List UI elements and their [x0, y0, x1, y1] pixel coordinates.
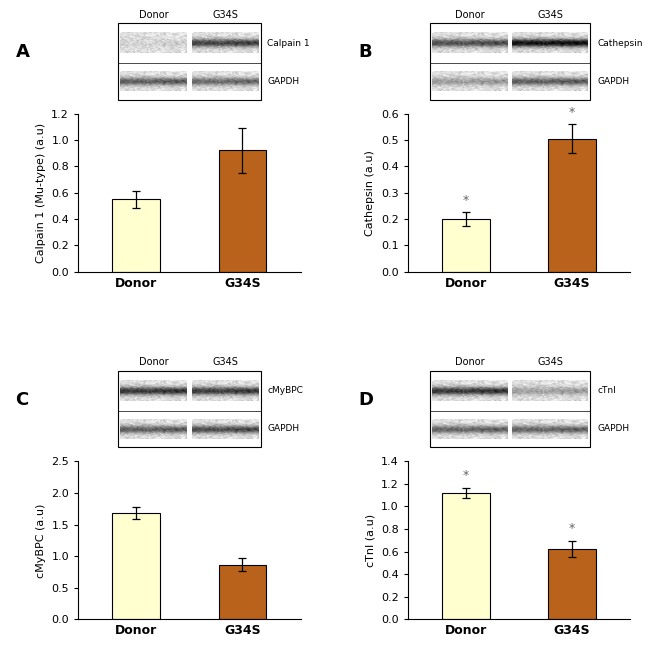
Text: A: A	[16, 43, 29, 61]
Y-axis label: cMyBPC (a.u): cMyBPC (a.u)	[36, 503, 46, 577]
Bar	[442, 219, 490, 272]
Bar	[442, 493, 490, 619]
Bar	[118, 371, 261, 447]
Text: Donor: Donor	[139, 357, 168, 368]
Text: GAPDH: GAPDH	[597, 424, 629, 434]
Bar	[549, 138, 596, 272]
Text: cTnI: cTnI	[597, 386, 616, 395]
Text: C: C	[16, 391, 29, 409]
Text: B: B	[359, 43, 372, 61]
Y-axis label: cTnI (a.u): cTnI (a.u)	[365, 514, 376, 567]
Text: GAPDH: GAPDH	[267, 424, 300, 434]
Text: G34S: G34S	[538, 357, 564, 368]
Text: Calpain 1: Calpain 1	[267, 38, 310, 47]
Text: *: *	[463, 194, 469, 207]
Text: G34S: G34S	[212, 10, 238, 20]
Bar	[549, 549, 596, 619]
Text: Donor: Donor	[455, 10, 485, 20]
Text: GAPDH: GAPDH	[597, 76, 629, 86]
Text: GAPDH: GAPDH	[267, 76, 300, 86]
Text: Donor: Donor	[139, 10, 168, 20]
Bar	[430, 371, 590, 447]
Text: D: D	[359, 391, 374, 409]
Text: cMyBPC: cMyBPC	[267, 386, 304, 395]
Y-axis label: Cathepsin (a.u): Cathepsin (a.u)	[365, 150, 376, 235]
Text: G34S: G34S	[538, 10, 564, 20]
Bar	[218, 565, 266, 619]
Text: Cathepsin: Cathepsin	[597, 38, 643, 47]
Bar	[218, 150, 266, 272]
Text: Donor: Donor	[455, 357, 485, 368]
Text: *: *	[569, 523, 575, 535]
Text: *: *	[463, 469, 469, 482]
Text: *: *	[569, 105, 575, 119]
Text: G34S: G34S	[212, 357, 238, 368]
Bar	[112, 199, 160, 272]
Bar	[112, 513, 160, 619]
Bar	[118, 23, 261, 100]
Bar	[430, 23, 590, 100]
Y-axis label: Calpain 1 (Mu-type) (a.u): Calpain 1 (Mu-type) (a.u)	[36, 123, 46, 263]
